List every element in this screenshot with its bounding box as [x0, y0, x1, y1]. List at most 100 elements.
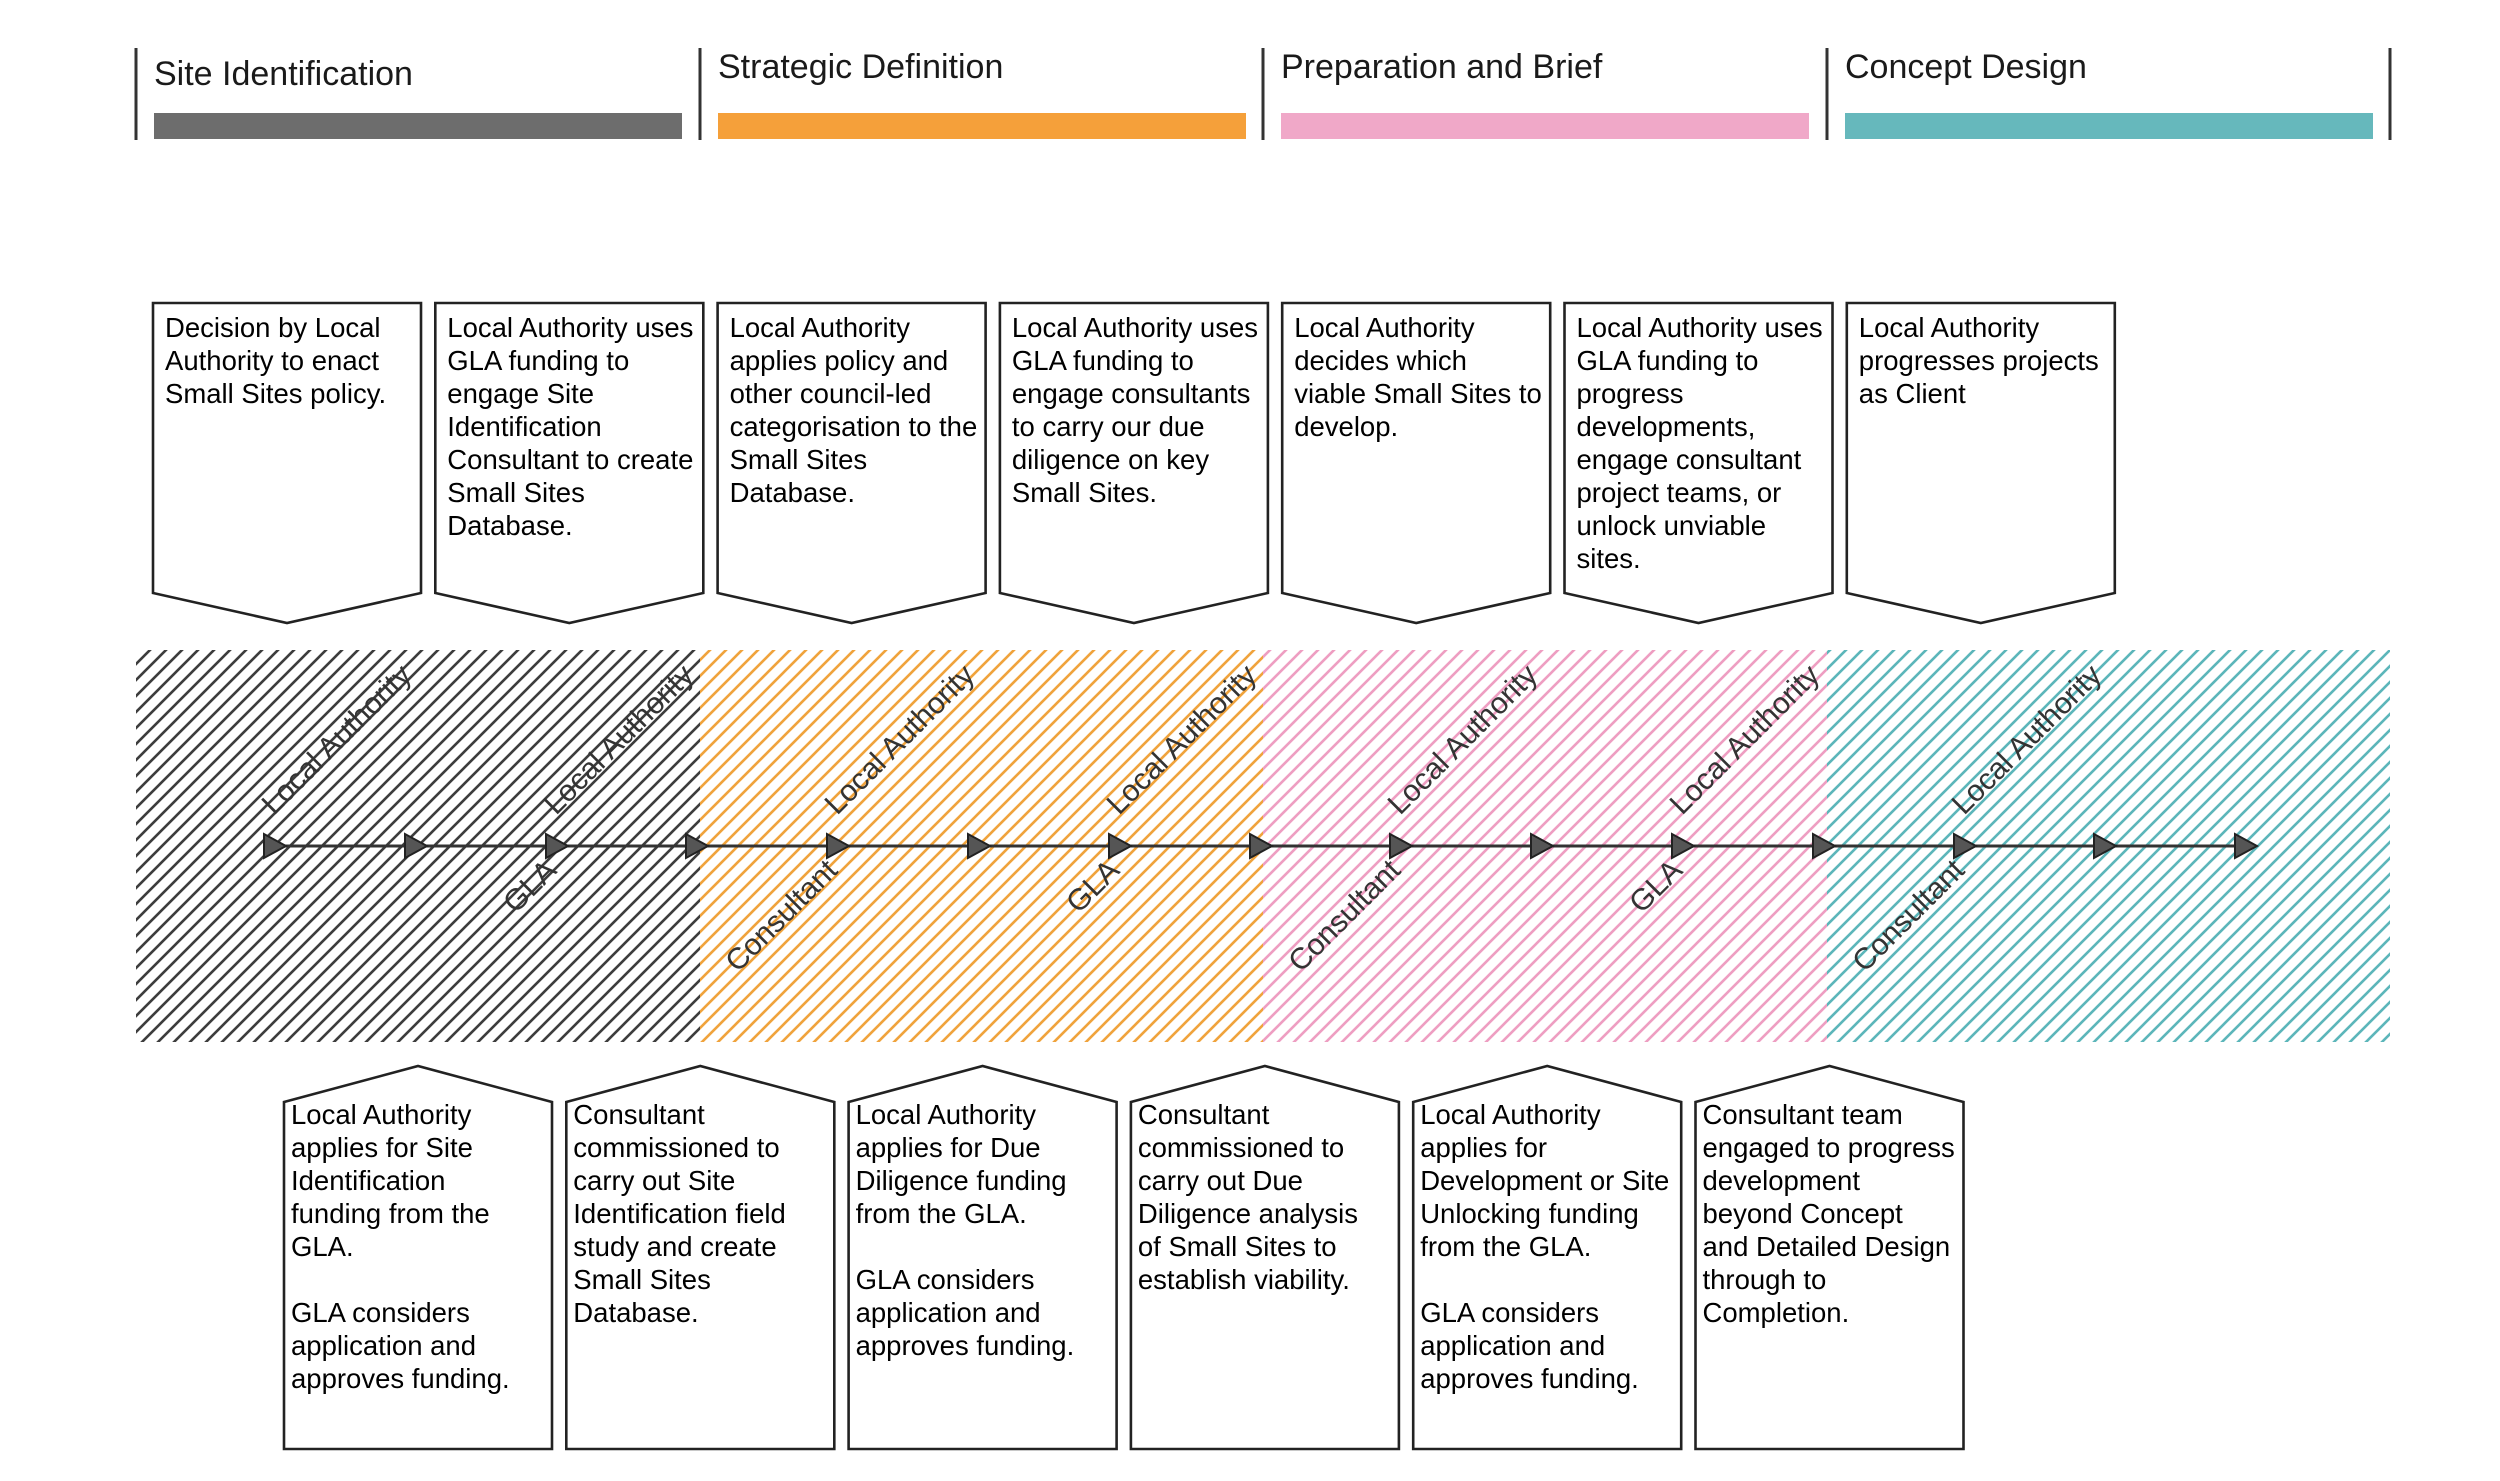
timeline-arrow-marker — [263, 832, 289, 860]
step-box-line: Identification field — [573, 1198, 786, 1229]
step-box-line: and Detailed Design — [1703, 1231, 1951, 1262]
step-box-line: commissioned to — [573, 1132, 779, 1163]
step-box-line: from the GLA. — [856, 1198, 1027, 1229]
step-box-line: application and — [1420, 1330, 1605, 1361]
step-box-line: study and create — [573, 1231, 776, 1262]
timeline-arrow-marker — [2234, 832, 2260, 860]
step-box-line: Completion. — [1703, 1297, 1850, 1328]
step-box-line: applies for Site — [291, 1132, 473, 1163]
step-box-outline — [151, 301, 423, 625]
step-box-line: Identification — [447, 411, 601, 442]
step-box-line: Local Authority uses — [1012, 312, 1258, 343]
stage-title: Preparation and Brief — [1281, 48, 1603, 86]
step-box-line: other council-led — [730, 378, 932, 409]
stage-color-bar — [1281, 113, 1809, 139]
step-box-line: Small Sites — [447, 477, 585, 508]
step-box-line: engaged to progress — [1703, 1132, 1955, 1163]
stage-title: Strategic Definition — [718, 48, 1003, 86]
timeline-arrow-marker — [1953, 832, 1979, 860]
step-box-line: progress — [1577, 378, 1684, 409]
timeline-arrow-marker — [1389, 832, 1415, 860]
step-box-line: Consultant to create — [447, 444, 693, 475]
step-box-line: approves funding. — [1420, 1363, 1639, 1394]
step-box-line: applies policy and — [730, 345, 949, 376]
step-box-line: establish viability. — [1138, 1264, 1350, 1295]
step-box-line: unlock unviable — [1577, 510, 1767, 541]
step-box-line: Database. — [730, 477, 855, 508]
step-box-line: GLA funding to — [1577, 345, 1759, 376]
step-box-outline — [1280, 301, 1552, 625]
step-box-line: development — [1703, 1165, 1861, 1196]
step-box-outline — [433, 301, 705, 625]
timeline-arrow-marker — [967, 832, 993, 860]
step-box-line: carry out Due — [1138, 1165, 1303, 1196]
step-box-line: Small Sites — [573, 1264, 711, 1295]
timeline-arrow-marker — [1671, 832, 1697, 860]
stage-color-bar — [718, 113, 1246, 139]
step-box-line: Unlocking funding — [1420, 1198, 1639, 1229]
step-box-line: funding from the — [291, 1198, 490, 1229]
step-box-line: Local Authority — [856, 1099, 1037, 1130]
step-box-outline — [1411, 1064, 1683, 1451]
step-box-line: Small Sites. — [1012, 477, 1157, 508]
step-box-line: GLA funding to — [447, 345, 629, 376]
step-box-line: GLA. — [291, 1231, 354, 1262]
timeline-arrow-marker — [826, 832, 852, 860]
step-box-line: Diligence funding — [856, 1165, 1067, 1196]
step-box-line: Consultant — [573, 1099, 705, 1130]
timeline-arrow-marker — [1108, 832, 1134, 860]
step-box-line: Consultant team — [1703, 1099, 1903, 1130]
timeline-arrow-marker — [404, 832, 430, 860]
step-box-line: approves funding. — [856, 1330, 1075, 1361]
timeline-arrow-marker — [2093, 832, 2119, 860]
step-box-line: GLA considers — [856, 1264, 1035, 1295]
step-box-line: GLA considers — [291, 1297, 470, 1328]
step-box-line: Local Authority — [1420, 1099, 1601, 1130]
step-box-line: Diligence analysis — [1138, 1198, 1358, 1229]
step-box-outline — [1563, 301, 1834, 625]
step-box-line: engage consultant — [1577, 444, 1802, 475]
step-box-line: Local Authority — [291, 1099, 472, 1130]
step-box-line: Identification — [291, 1165, 445, 1196]
step-box-line: to carry our due — [1012, 411, 1205, 442]
step-box-line: applies for — [1420, 1132, 1547, 1163]
step-box-line: Consultant — [1138, 1099, 1270, 1130]
timeline-arrow-marker — [1812, 832, 1838, 860]
step-box-outline — [1129, 1064, 1401, 1451]
step-box-line: GLA funding to — [1012, 345, 1194, 376]
step-box-line: decides which — [1294, 345, 1467, 376]
step-box-line: from the GLA. — [1420, 1231, 1591, 1262]
step-box-line: engage Site — [447, 378, 594, 409]
step-box-outline — [716, 301, 987, 625]
step-box-line: Small Sites — [730, 444, 868, 475]
step-box-line: develop. — [1294, 411, 1398, 442]
timeline-arrow-marker — [1530, 832, 1556, 860]
step-box-line: Local Authority uses — [1577, 312, 1823, 343]
step-box-line: viable Small Sites to — [1294, 378, 1542, 409]
step-box-line: approves funding. — [291, 1363, 510, 1394]
step-box-line: Authority to enact — [165, 345, 379, 376]
step-box-line: GLA considers — [1420, 1297, 1599, 1328]
step-box-outline — [847, 1064, 1118, 1451]
step-box-outline — [998, 301, 1270, 625]
step-box-line: Local Authority — [1294, 312, 1475, 343]
timeline-arrow-marker — [685, 832, 711, 860]
stage-color-bar — [154, 113, 682, 139]
step-box-outline — [282, 1064, 554, 1451]
stage-title: Concept Design — [1845, 48, 2087, 86]
step-box-line: Small Sites policy. — [165, 378, 386, 409]
step-box-line: Database. — [447, 510, 572, 541]
